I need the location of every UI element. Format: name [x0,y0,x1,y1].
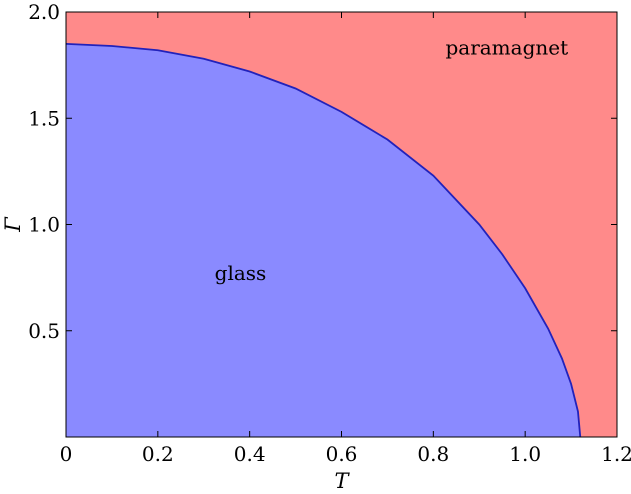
x-axis-label: T [334,469,350,493]
y-tick-label: 0.5 [28,319,60,343]
phase-boundary-line [65,42,582,438]
region-label-glass: glass [215,261,267,285]
glass-region [66,43,581,437]
x-tick-label: 1.0 [509,442,541,466]
x-tick-label: 0 [60,442,73,466]
region-label-paramagnet: paramagnet [445,36,568,60]
x-tick-label: 0.6 [326,442,358,466]
y-tick-label: 2.0 [28,0,60,24]
x-tick-label: 0.2 [142,442,174,466]
y-axis-label: Γ [1,216,25,233]
x-tick-label: 1.2 [601,442,631,466]
y-tick-label: 1.5 [28,106,60,130]
y-tick-label: 1.0 [28,213,60,237]
x-tick-label: 0.8 [417,442,449,466]
x-tick-label: 0.4 [234,442,266,466]
